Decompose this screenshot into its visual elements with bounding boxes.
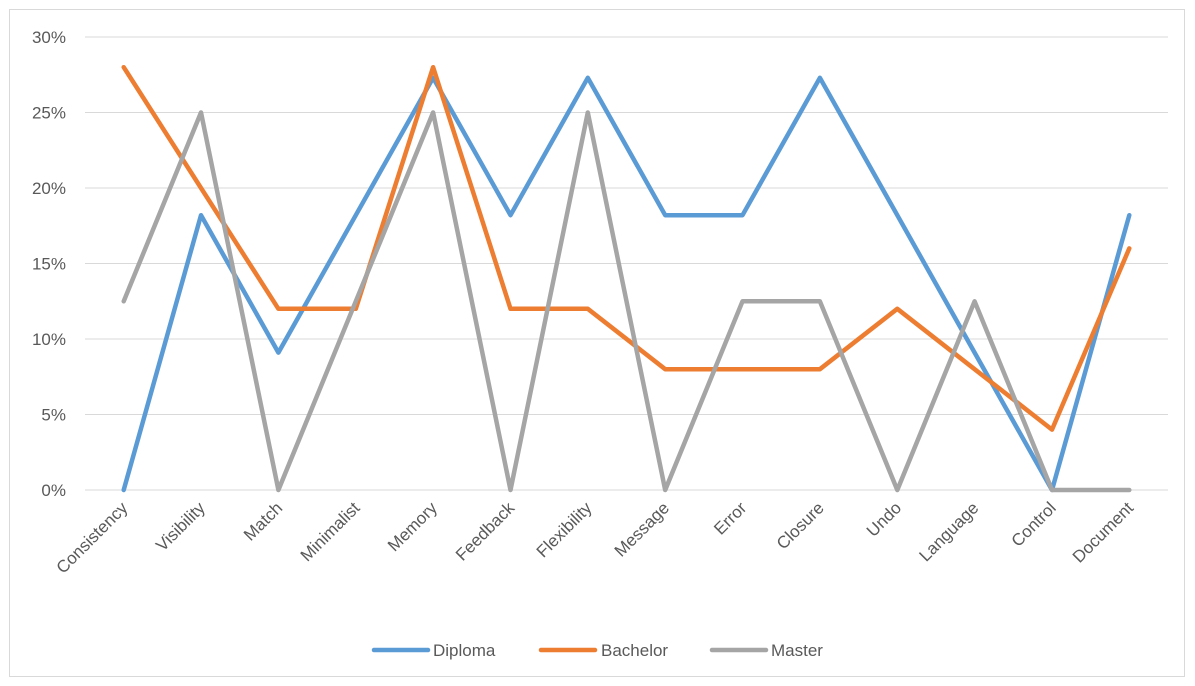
x-tick-label: Visibility	[152, 498, 209, 555]
x-tick-label: Error	[710, 498, 750, 538]
gridlines	[85, 36, 1168, 491]
x-tick-label: Closure	[773, 498, 828, 553]
chart-frame	[9, 9, 1185, 677]
y-tick-label: 10%	[32, 330, 66, 349]
y-tick-label: 5%	[41, 406, 66, 425]
x-tick-label: Match	[240, 498, 286, 544]
x-tick-label: Memory	[384, 498, 441, 555]
y-tick-label: 15%	[32, 255, 66, 274]
x-tick-label: Minimalist	[297, 498, 364, 565]
x-tick-label: Flexibility	[533, 498, 596, 561]
y-tick-label: 20%	[32, 179, 66, 198]
x-tick-label: Feedback	[452, 498, 519, 565]
x-tick-label: Message	[611, 498, 673, 560]
legend: Diploma Bachelor Master	[371, 641, 823, 660]
legend-label: Bachelor	[601, 641, 668, 660]
legend-label: Master	[771, 641, 823, 660]
series-lines	[121, 64, 1132, 493]
x-tick-label: Undo	[863, 498, 905, 540]
x-axis-ticks: Consistency Visibility Match Minimalist Memo…	[53, 498, 1138, 577]
x-tick-label: Document	[1069, 498, 1137, 566]
x-tick-label: Consistency	[53, 498, 132, 577]
y-tick-label: 25%	[32, 104, 66, 123]
x-tick-label: Language	[916, 498, 983, 565]
legend-label: Diploma	[433, 641, 496, 660]
x-tick-label: Control	[1008, 498, 1060, 550]
y-tick-label: 0%	[41, 481, 66, 500]
series-line-diploma	[121, 75, 1132, 493]
series-line-bachelor	[121, 64, 1132, 432]
y-axis-ticks: 0% 5% 10% 15% 20% 25% 30%	[32, 28, 66, 500]
y-tick-label: 30%	[32, 28, 66, 47]
series-line-master	[121, 110, 1132, 493]
